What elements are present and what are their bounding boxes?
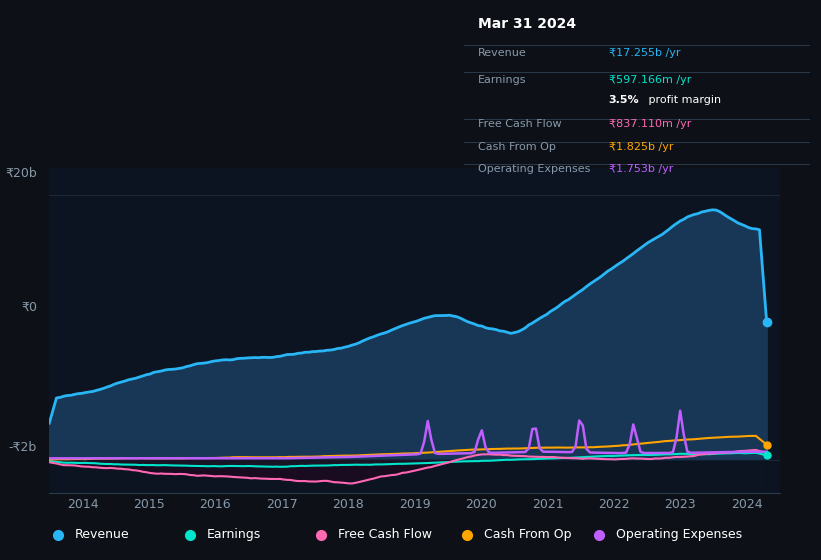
Text: Free Cash Flow: Free Cash Flow — [338, 528, 432, 542]
Text: Operating Expenses: Operating Expenses — [478, 164, 590, 174]
Text: 3.5%: 3.5% — [608, 95, 640, 105]
Text: ₹597.166m /yr: ₹597.166m /yr — [608, 75, 691, 85]
Text: Earnings: Earnings — [206, 528, 260, 542]
Text: Cash From Op: Cash From Op — [484, 528, 571, 542]
Text: Operating Expenses: Operating Expenses — [616, 528, 741, 542]
Text: ₹17.255b /yr: ₹17.255b /yr — [608, 48, 680, 58]
Text: -₹2b: -₹2b — [9, 441, 37, 454]
Text: Free Cash Flow: Free Cash Flow — [478, 119, 562, 129]
Text: Revenue: Revenue — [478, 48, 526, 58]
Text: ₹1.753b /yr: ₹1.753b /yr — [608, 164, 673, 174]
Text: Cash From Op: Cash From Op — [478, 142, 556, 152]
Text: ₹837.110m /yr: ₹837.110m /yr — [608, 119, 691, 129]
Text: Revenue: Revenue — [75, 528, 130, 542]
Text: ₹1.825b /yr: ₹1.825b /yr — [608, 142, 673, 152]
Text: Mar 31 2024: Mar 31 2024 — [478, 17, 576, 31]
Text: ₹0: ₹0 — [21, 301, 37, 314]
Text: profit margin: profit margin — [645, 95, 721, 105]
Text: Earnings: Earnings — [478, 75, 526, 85]
Text: ₹20b: ₹20b — [5, 166, 37, 179]
